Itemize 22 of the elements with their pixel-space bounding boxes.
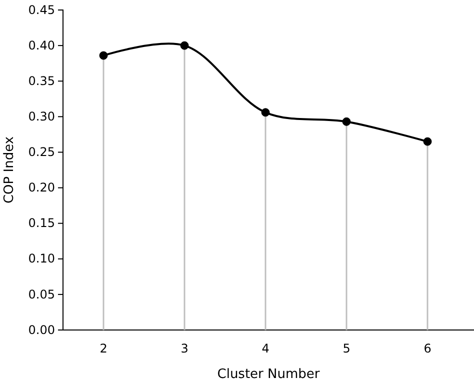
y-tick-label: 0.05 bbox=[28, 287, 55, 302]
x-tick-label: 3 bbox=[180, 342, 188, 356]
x-tick-label: 5 bbox=[342, 342, 350, 356]
y-axis-title: COP Index bbox=[2, 136, 17, 204]
y-tick-label: 0.10 bbox=[28, 252, 55, 266]
y-tick-label: 0.20 bbox=[28, 180, 55, 195]
x-tick-label: 6 bbox=[424, 342, 432, 356]
y-tick-label: 0.35 bbox=[28, 74, 55, 88]
point bbox=[342, 117, 351, 126]
point bbox=[99, 51, 108, 60]
point bbox=[180, 41, 189, 50]
point bbox=[261, 108, 270, 117]
y-tick-label: 0.45 bbox=[28, 2, 55, 17]
x-tick-label: 4 bbox=[262, 342, 270, 356]
y-tick-label: 0.00 bbox=[28, 322, 55, 337]
x-axis-title: Cluster Number bbox=[217, 367, 320, 382]
x-tick-label: 2 bbox=[100, 342, 108, 356]
y-tick-label: 0.25 bbox=[28, 145, 55, 160]
point bbox=[423, 137, 432, 146]
y-tick-label: 0.30 bbox=[28, 110, 55, 124]
y-tick-label: 0.40 bbox=[28, 38, 55, 52]
y-tick-label: 0.15 bbox=[28, 216, 55, 230]
